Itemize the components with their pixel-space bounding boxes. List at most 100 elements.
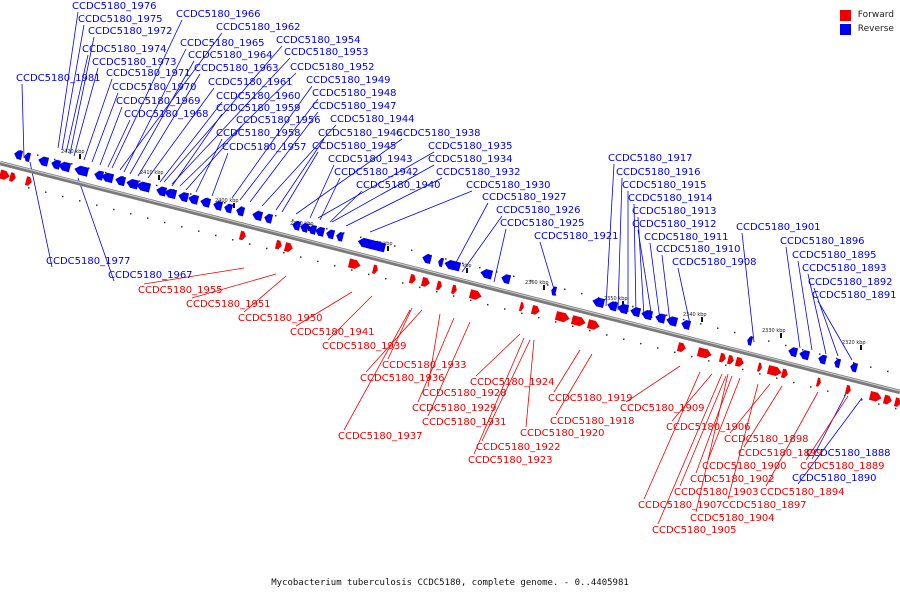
gene-arrow[interactable] bbox=[115, 176, 127, 187]
gene-arrow[interactable] bbox=[8, 172, 16, 182]
gene-label[interactable]: CCDC5180_1950 bbox=[238, 313, 323, 324]
gene-arrow[interactable] bbox=[200, 197, 212, 208]
gene-label[interactable]: CCDC5180_1897 bbox=[722, 500, 807, 511]
gene-arrow[interactable] bbox=[213, 200, 224, 211]
gene-label[interactable]: CCDC5180_1898 bbox=[724, 434, 809, 445]
gene-label[interactable]: CCDC5180_1962 bbox=[216, 22, 301, 33]
gene-label[interactable]: CCDC5180_1931 bbox=[422, 417, 507, 428]
gene-label[interactable]: CCDC5180_1914 bbox=[628, 193, 713, 204]
gene-label[interactable]: CCDC5180_1913 bbox=[632, 206, 717, 217]
gene-arrow[interactable] bbox=[292, 220, 302, 231]
gene-arrow[interactable] bbox=[156, 186, 168, 197]
gene-arrow[interactable] bbox=[274, 239, 282, 250]
gene-arrow[interactable] bbox=[126, 179, 140, 190]
gene-label[interactable]: CCDC5180_1896 bbox=[780, 236, 865, 247]
gene-arrow[interactable] bbox=[666, 316, 679, 327]
gene-arrow[interactable] bbox=[882, 394, 892, 405]
gene-label[interactable]: CCDC5180_1949 bbox=[306, 75, 391, 86]
gene-arrow[interactable] bbox=[681, 320, 692, 330]
gene-label[interactable]: CCDC5180_1975 bbox=[78, 14, 163, 25]
gene-label[interactable]: CCDC5180_1932 bbox=[436, 167, 521, 178]
gene-label[interactable]: CCDC5180_1893 bbox=[802, 263, 887, 274]
gene-label[interactable]: CCDC5180_1937 bbox=[338, 431, 423, 442]
gene-label[interactable]: CCDC5180_1955 bbox=[138, 285, 223, 296]
gene-label[interactable]: CCDC5180_1912 bbox=[632, 219, 717, 230]
gene-arrow[interactable] bbox=[893, 397, 900, 407]
gene-label[interactable]: CCDC5180_1948 bbox=[312, 88, 397, 99]
gene-label[interactable]: CCDC5180_1889 bbox=[800, 461, 885, 472]
gene-label[interactable]: CCDC5180_1906 bbox=[666, 422, 751, 433]
gene-arrow[interactable] bbox=[696, 347, 712, 359]
gene-label[interactable]: CCDC5180_1959 bbox=[216, 103, 301, 114]
gene-label[interactable]: CCDC5180_1927 bbox=[482, 192, 567, 203]
gene-arrow[interactable] bbox=[24, 176, 32, 186]
gene-label[interactable]: CCDC5180_1960 bbox=[216, 91, 301, 102]
gene-arrow[interactable] bbox=[607, 301, 619, 312]
gene-arrow[interactable] bbox=[818, 354, 828, 365]
gene-label[interactable]: CCDC5180_1917 bbox=[608, 153, 693, 164]
gene-arrow[interactable] bbox=[641, 310, 654, 321]
gene-arrow[interactable] bbox=[630, 307, 642, 318]
gene-arrow[interactable] bbox=[236, 206, 246, 217]
gene-label[interactable]: CCDC5180_1921 bbox=[534, 231, 619, 242]
gene-label[interactable]: CCDC5180_1900 bbox=[702, 461, 787, 472]
gene-arrow[interactable] bbox=[530, 305, 540, 315]
gene-arrow[interactable] bbox=[480, 269, 494, 280]
gene-label[interactable]: CCDC5180_1941 bbox=[290, 327, 375, 338]
gene-arrow[interactable] bbox=[238, 230, 246, 241]
gene-arrow[interactable] bbox=[468, 289, 482, 300]
gene-label[interactable]: CCDC5180_1892 bbox=[808, 277, 893, 288]
gene-label[interactable]: CCDC5180_1945 bbox=[312, 141, 397, 152]
gene-label[interactable]: CCDC5180_1918 bbox=[550, 416, 635, 427]
gene-label[interactable]: CCDC5180_1947 bbox=[312, 101, 397, 112]
gene-arrow[interactable] bbox=[264, 213, 274, 224]
gene-label[interactable]: CCDC5180_1940 bbox=[356, 180, 441, 191]
gene-arrow[interactable] bbox=[58, 161, 72, 173]
gene-label[interactable]: CCDC5180_1939 bbox=[322, 341, 407, 352]
gene-label[interactable]: CCDC5180_1958 bbox=[216, 128, 301, 139]
gene-arrow[interactable] bbox=[586, 319, 600, 330]
gene-arrow[interactable] bbox=[0, 169, 10, 180]
gene-arrow[interactable] bbox=[435, 280, 442, 291]
gene-label[interactable]: CCDC5180_1938 bbox=[396, 128, 481, 139]
gene-label[interactable]: CCDC5180_1964 bbox=[188, 50, 273, 61]
gene-arrow[interactable] bbox=[326, 229, 336, 240]
gene-label[interactable]: CCDC5180_1953 bbox=[284, 47, 369, 58]
gene-label[interactable]: CCDC5180_1942 bbox=[334, 167, 419, 178]
gene-arrow[interactable] bbox=[357, 237, 387, 253]
gene-arrow[interactable] bbox=[518, 302, 524, 312]
gene-label[interactable]: CCDC5180_1968 bbox=[124, 109, 209, 120]
gene-arrow[interactable] bbox=[844, 384, 851, 395]
gene-label[interactable]: CCDC5180_1894 bbox=[760, 487, 845, 498]
gene-label[interactable]: CCDC5180_1967 bbox=[108, 270, 193, 281]
gene-label[interactable]: CCDC5180_1925 bbox=[500, 218, 585, 229]
gene-label[interactable]: CCDC5180_1963 bbox=[194, 63, 279, 74]
gene-label[interactable]: CCDC5180_1957 bbox=[222, 142, 307, 153]
gene-arrow[interactable] bbox=[371, 264, 378, 274]
gene-arrow[interactable] bbox=[450, 284, 457, 294]
gene-label[interactable]: CCDC5180_1933 bbox=[382, 360, 467, 371]
gene-arrow[interactable] bbox=[655, 313, 667, 324]
gene-arrow[interactable] bbox=[300, 222, 310, 233]
gene-label[interactable]: CCDC5180_1924 bbox=[470, 377, 555, 388]
gene-arrow[interactable] bbox=[766, 365, 782, 376]
gene-label[interactable]: CCDC5180_1969 bbox=[116, 96, 201, 107]
gene-label[interactable]: CCDC5180_1890 bbox=[792, 473, 877, 484]
gene-label[interactable]: CCDC5180_1981 bbox=[16, 73, 101, 84]
gene-arrow[interactable] bbox=[438, 257, 445, 268]
gene-label[interactable]: CCDC5180_1915 bbox=[622, 180, 707, 191]
gene-label[interactable]: CCDC5180_1936 bbox=[360, 373, 445, 384]
gene-label[interactable]: CCDC5180_1916 bbox=[616, 167, 701, 178]
gene-arrow[interactable] bbox=[14, 150, 24, 160]
gene-arrow[interactable] bbox=[136, 181, 152, 193]
gene-arrow[interactable] bbox=[101, 172, 115, 184]
gene-label[interactable]: CCDC5180_1943 bbox=[328, 154, 413, 165]
gene-label[interactable]: CCDC5180_1901 bbox=[736, 222, 821, 233]
gene-arrow[interactable] bbox=[347, 258, 361, 269]
gene-label[interactable]: CCDC5180_1973 bbox=[92, 57, 177, 68]
gene-label[interactable]: CCDC5180_1951 bbox=[186, 299, 271, 310]
gene-label[interactable]: CCDC5180_1888 bbox=[806, 448, 891, 459]
gene-label[interactable]: CCDC5180_1923 bbox=[468, 455, 553, 466]
gene-arrow[interactable] bbox=[747, 336, 754, 346]
gene-arrow[interactable] bbox=[815, 377, 821, 387]
